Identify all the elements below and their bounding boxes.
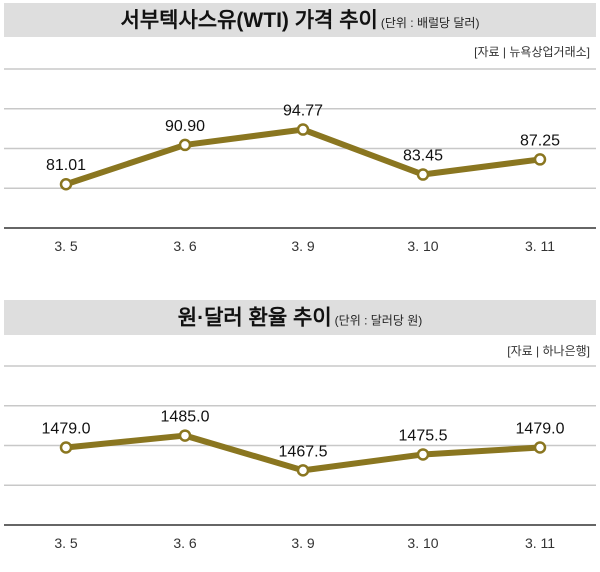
x-tick-label: 3. 6	[173, 238, 197, 254]
x-tick-label: 3. 5	[54, 535, 78, 551]
data-point	[296, 123, 310, 136]
chart-title: 원·달러 환율 추이 (단위 : 달러당 원)	[178, 307, 422, 330]
data-label: 83.45	[403, 148, 443, 165]
data-label: 1475.5	[399, 427, 448, 444]
chart-source: [자료 | 뉴욕상업거래소]	[474, 45, 590, 59]
x-tick-label: 3. 10	[407, 238, 438, 254]
x-tick-label: 3. 9	[291, 238, 315, 254]
data-label: 94.77	[283, 103, 323, 120]
chart-2: 원·달러 환율 추이 (단위 : 달러당 원) [자료 | 하나은행] 1479.0 3…	[4, 300, 596, 551]
chart-title: 서부텍사스유(WTI) 가격 추이 (단위 : 배럴당 달러)	[121, 9, 480, 32]
data-point	[178, 429, 192, 442]
data-label: 1479.0	[42, 420, 91, 437]
series-line	[65, 126, 541, 188]
data-label: 87.25	[520, 132, 560, 149]
data-label: 1467.5	[279, 443, 328, 460]
x-tick-label: 3. 11	[525, 238, 555, 254]
chart-unit: (단위 : 배럴당 달러)	[381, 16, 480, 30]
title-bar	[4, 300, 596, 335]
title-bar	[4, 3, 596, 37]
data-label: 90.90	[165, 118, 205, 135]
x-tick-label: 3. 6	[173, 535, 197, 551]
data-point	[533, 441, 547, 454]
data-point	[296, 464, 310, 477]
data-label: 81.01	[46, 157, 86, 174]
chart-unit: (단위 : 달러당 원)	[335, 314, 423, 328]
data-point	[59, 441, 73, 454]
chart-1: 서부텍사스유(WTI) 가격 추이 (단위 : 배럴당 달러) [자료 | 뉴욕상업…	[4, 3, 596, 254]
x-tick-label: 3. 10	[407, 535, 438, 551]
x-tick-label: 3. 5	[54, 238, 78, 254]
chart-title-text: 원·달러 환율 추이	[178, 307, 332, 330]
x-tick-label: 3. 11	[525, 535, 555, 551]
data-label: 1479.0	[516, 420, 565, 437]
data-point	[533, 153, 547, 166]
data-point	[59, 177, 73, 191]
x-tick-label: 3. 9	[291, 535, 315, 551]
data-point	[416, 168, 430, 181]
data-label: 1485.0	[161, 409, 210, 426]
data-point	[178, 138, 192, 152]
chart-source: [자료 | 하나은행]	[507, 343, 590, 358]
chart-title-text: 서부텍사스유(WTI) 가격 추이	[121, 9, 378, 32]
data-point	[416, 448, 430, 461]
